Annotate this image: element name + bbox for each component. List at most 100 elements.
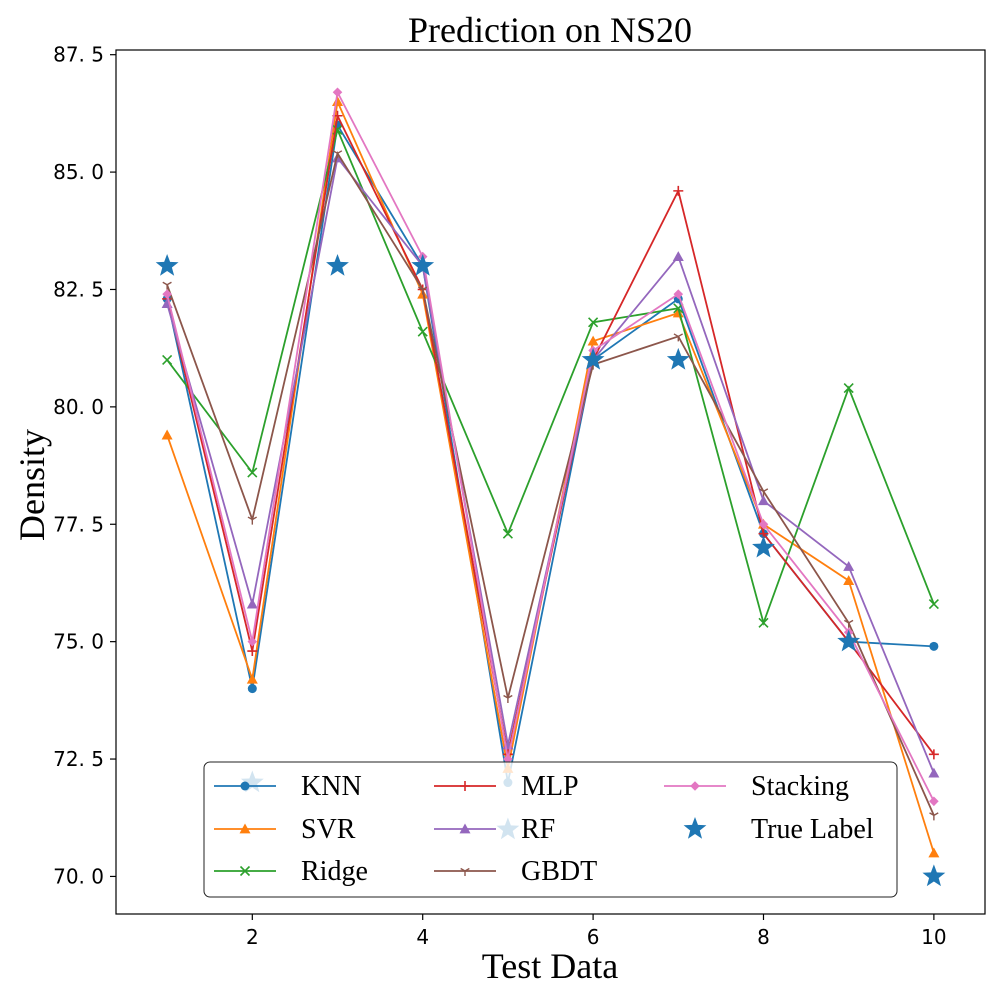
y-axis-label: Density (12, 429, 52, 541)
data-point-gbdt (929, 812, 939, 821)
series-line-gbdt (166, 150, 935, 816)
y-tick-label: 72. 5 (53, 747, 104, 771)
x-tick-label: 8 (757, 925, 770, 949)
legend-label-mlp: MLP (521, 771, 579, 802)
data-point-true-label (581, 347, 605, 370)
data-point-rf (928, 767, 940, 778)
y-tick-label: 75. 0 (53, 630, 104, 654)
data-point-ridge (843, 383, 854, 394)
legend-label-true-label: True Label (751, 814, 874, 845)
data-point-ridge (588, 317, 599, 328)
data-point-stacking (247, 636, 258, 647)
x-axis-label: Test Data (482, 946, 618, 986)
data-point-gbdt (247, 516, 258, 525)
legend-item-knn: KNN (214, 771, 362, 802)
data-point-svr (587, 335, 599, 346)
data-point-svr (928, 847, 940, 858)
legend-label-rf: RF (521, 814, 555, 845)
legend-marker-stacking (690, 781, 700, 791)
series-line-stacking (166, 89, 935, 802)
data-point-mlp (673, 185, 684, 196)
data-point-true-label (411, 254, 435, 276)
data-point-stacking (929, 796, 939, 807)
data-point-true-label (666, 347, 690, 370)
legend-item-stacking: Stacking (664, 771, 849, 802)
y-tick-label: 82. 5 (53, 277, 104, 301)
legend-marker-svr (239, 823, 251, 834)
plot-area (115, 49, 986, 915)
data-point-gbdt (843, 619, 854, 628)
y-tick-label: 85. 0 (53, 160, 104, 184)
legend-item-gbdt: GBDT (434, 856, 597, 887)
legend-label-gbdt: GBDT (521, 856, 597, 887)
legend: KNN SVR Ridge MLP RF GBDT Stacking True Label (203, 761, 898, 898)
data-point-gbdt (162, 281, 172, 290)
x-tick-label: 6 (587, 925, 600, 949)
x-tick-label: 10 (921, 925, 946, 949)
y-tick-label: 87. 5 (53, 43, 104, 67)
y-tick-label: 77. 5 (53, 512, 104, 536)
data-point-rf (672, 251, 684, 262)
data-point-gbdt (418, 286, 428, 295)
data-point-true-label (837, 629, 861, 652)
data-point-stacking (332, 87, 343, 98)
legend-item-true-label: True Label (683, 814, 874, 845)
data-point-rf (843, 561, 855, 571)
legend-marker-true-label (683, 817, 707, 839)
legend-marker-gbdt (460, 867, 470, 876)
y-tick-label: 80. 0 (53, 395, 104, 419)
data-point-ridge (502, 528, 513, 539)
data-point-stacking (673, 289, 684, 299)
legend-item-svr: SVR (214, 814, 356, 845)
data-point-mlp (247, 646, 258, 657)
data-point-ridge (247, 467, 258, 478)
x-tick-label: 4 (416, 925, 429, 949)
data-point-svr (246, 673, 258, 684)
y-axis: 70. 0 72. 5 75. 0 77. 5 80. 0 82. 5 85. 0 87. 5 (53, 43, 116, 888)
data-point-ridge (417, 326, 428, 337)
series-layer (155, 87, 946, 887)
data-point-mlp (928, 749, 939, 760)
legend-marker-ridge (239, 865, 251, 877)
data-point-gbdt (332, 150, 343, 159)
data-point-true-label (922, 864, 946, 887)
legend-item-rf: RF (434, 814, 555, 845)
data-point-svr (843, 575, 855, 586)
data-point-svr (672, 307, 684, 318)
legend-marker-rf (459, 823, 471, 834)
data-point-svr (332, 96, 344, 107)
data-point-svr (161, 429, 173, 440)
legend-label-ridge: Ridge (301, 856, 368, 887)
data-point-true-label (155, 254, 179, 276)
legend-marker-mlp (460, 781, 470, 791)
data-point-knn (247, 684, 257, 694)
series-ridge (162, 124, 939, 628)
data-point-true-label (752, 535, 775, 558)
legend-label-knn: KNN (301, 771, 362, 802)
data-point-stacking (503, 754, 513, 764)
data-point-ridge (758, 617, 769, 628)
data-point-rf (757, 495, 769, 506)
data-point-stacking (162, 289, 172, 299)
data-point-rf (246, 598, 258, 609)
data-point-true-label (326, 254, 349, 276)
data-point-gbdt (503, 694, 513, 703)
data-point-knn (929, 641, 939, 651)
legend-label-stacking: Stacking (751, 771, 849, 802)
x-tick-label: 2 (246, 925, 259, 949)
y-tick-label: 70. 0 (53, 864, 104, 888)
data-point-ridge (928, 599, 939, 610)
data-point-stacking (758, 519, 769, 530)
chart-title: Prediction on NS20 (408, 10, 692, 50)
series-line-ridge (166, 126, 935, 626)
data-point-ridge (162, 354, 173, 365)
legend-item-mlp: MLP (434, 771, 579, 802)
data-point-ridge (673, 303, 684, 314)
x-axis: 2 4 6 8 10 (246, 914, 947, 949)
legend-label-svr: SVR (301, 814, 356, 845)
legend-marker-knn (240, 781, 250, 791)
data-point-gbdt (673, 333, 683, 342)
legend-box (203, 761, 898, 898)
data-point-gbdt (758, 488, 769, 497)
